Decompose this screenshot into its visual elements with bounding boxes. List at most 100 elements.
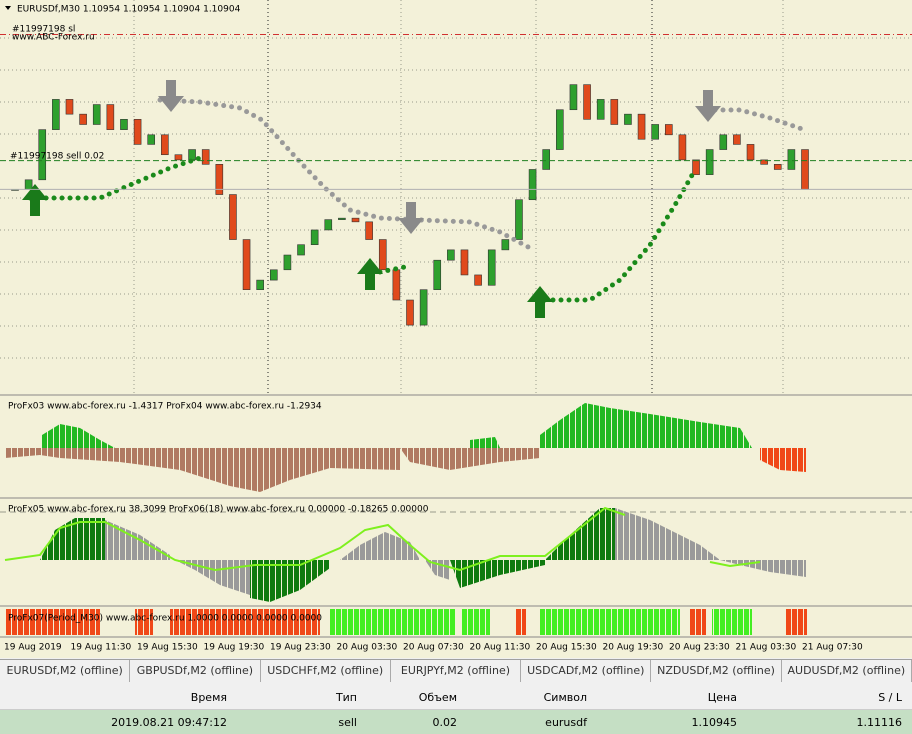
candle xyxy=(624,113,632,125)
column-header[interactable]: Время xyxy=(0,685,237,710)
trend-dots-green xyxy=(27,155,203,201)
candle xyxy=(569,84,578,111)
indicator-panel xyxy=(0,396,912,498)
candle xyxy=(52,99,60,130)
histogram-negative xyxy=(400,448,540,470)
candle xyxy=(787,149,796,170)
column-header[interactable]: Символ xyxy=(467,685,597,710)
chart-tab[interactable]: AUDUSDf,M2 (offline) xyxy=(782,660,912,682)
candle xyxy=(147,134,156,145)
candle xyxy=(365,221,373,240)
signal-line xyxy=(4,506,626,572)
order-label: #11997198 sl xyxy=(12,25,75,35)
candle xyxy=(188,149,196,161)
buy-arrow xyxy=(22,184,48,216)
candle xyxy=(229,194,237,240)
candle xyxy=(378,239,387,271)
signal-bar xyxy=(5,609,100,635)
histogram xyxy=(615,508,720,560)
time-label: 19 Aug 19:30 xyxy=(204,643,265,653)
column-header[interactable]: S / L xyxy=(747,685,912,710)
candle xyxy=(120,119,128,130)
signal-bar xyxy=(712,609,752,635)
candle xyxy=(556,109,564,150)
histogram-negative xyxy=(5,448,400,492)
sell-arrow xyxy=(398,202,424,234)
trend-dots-gray xyxy=(157,97,533,251)
candle xyxy=(664,124,673,136)
trend-dots-gray xyxy=(712,107,808,133)
cell: 1.11116 xyxy=(747,709,912,734)
signal-bars xyxy=(5,609,807,635)
chart-tab[interactable]: EURUSDf,M2 (offline) xyxy=(0,660,131,682)
candle xyxy=(528,169,537,201)
table-header: Время Тип Объем Символ Цена S / L xyxy=(0,685,912,710)
time-label: 20 Aug 23:30 xyxy=(669,643,730,653)
chart-tab[interactable]: NZDUSDf,M2 (offline) xyxy=(651,660,782,682)
candle xyxy=(596,99,605,120)
chart-tab[interactable]: GBPUSDf,M2 (offline) xyxy=(130,660,261,682)
chart-tab[interactable]: EURJPYf,M2 (offline) xyxy=(391,660,522,682)
candle xyxy=(801,149,809,190)
cell: eurusdf xyxy=(467,709,597,734)
candle xyxy=(161,134,169,156)
candle xyxy=(719,134,728,150)
trend-dots-green xyxy=(542,167,698,303)
signal-bar xyxy=(540,609,680,635)
time-label: 19 Aug 23:30 xyxy=(270,643,331,653)
histogram-negative xyxy=(760,448,806,472)
candle xyxy=(269,269,278,281)
menu-triangle xyxy=(5,6,11,10)
cell: 0.02 xyxy=(367,709,467,734)
candle xyxy=(678,134,687,161)
column-header[interactable]: Объем xyxy=(367,685,467,710)
candle xyxy=(419,289,428,326)
candle xyxy=(651,124,659,140)
candle xyxy=(474,274,482,286)
time-label: 21 Aug 03:30 xyxy=(736,643,797,653)
candle xyxy=(515,199,523,240)
candle xyxy=(283,254,292,271)
time-label: 20 Aug 11:30 xyxy=(470,643,531,653)
column-header[interactable]: Тип xyxy=(237,685,367,710)
candle xyxy=(433,259,442,290)
candle xyxy=(637,113,646,140)
order-row[interactable]: 2019.08.21 09:47:12 sell 0.02 eurusdf 1.… xyxy=(0,709,912,734)
cell: sell xyxy=(237,709,367,734)
time-axis xyxy=(0,638,912,658)
candle xyxy=(324,219,333,231)
histogram-positive xyxy=(540,403,752,448)
chart-tab[interactable]: USDCHFf,M2 (offline) xyxy=(261,660,391,682)
buy-arrow xyxy=(527,286,553,318)
chart-tab[interactable]: USDCADf,M2 (offline) xyxy=(521,660,652,682)
chart-tabs: EURUSDf,M2 (offline) GBPUSDf,M2 (offline… xyxy=(0,659,912,682)
histogram xyxy=(450,560,545,588)
watermark: www.ABC-Forex.ru xyxy=(12,33,95,43)
column-header[interactable]: Цена xyxy=(597,685,747,710)
candle xyxy=(773,164,782,170)
candle xyxy=(297,244,305,256)
indicator-label: ProFx03 www.abc-forex.ru -1.4317 ProFx04… xyxy=(8,402,322,412)
chart-title: EURUSDf,M30 1.10954 1.10954 1.10904 1.10… xyxy=(17,5,241,15)
time-label: 20 Aug 19:30 xyxy=(603,643,664,653)
histogram xyxy=(5,518,105,560)
cell: 1.10945 xyxy=(597,709,747,734)
histogram xyxy=(340,532,420,560)
buy-arrows xyxy=(22,184,553,318)
candle xyxy=(201,149,210,165)
sell-arrows xyxy=(158,80,721,234)
cell: 2019.08.21 09:47:12 xyxy=(0,709,237,734)
time-label: 20 Aug 07:30 xyxy=(403,643,464,653)
signal-bar xyxy=(690,609,706,635)
candle xyxy=(174,154,183,161)
candle xyxy=(733,134,741,145)
time-label: 20 Aug 03:30 xyxy=(337,643,398,653)
candle xyxy=(542,149,551,170)
histogram xyxy=(250,560,330,602)
candle xyxy=(92,104,101,125)
candle xyxy=(487,249,496,286)
time-label: 20 Aug 15:30 xyxy=(536,643,597,653)
candle xyxy=(610,99,619,125)
histogram xyxy=(545,508,615,560)
